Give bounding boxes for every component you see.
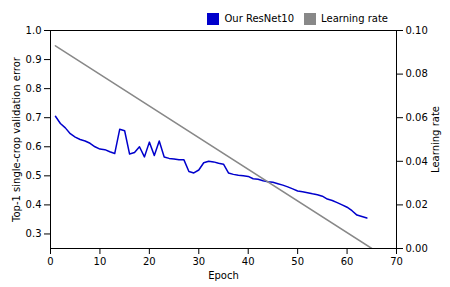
svg-text:50: 50: [291, 256, 304, 267]
svg-text:0.9: 0.9: [26, 54, 42, 65]
svg-text:0.10: 0.10: [406, 25, 428, 36]
svg-text:Epoch: Epoch: [208, 270, 239, 281]
svg-text:20: 20: [143, 256, 156, 267]
svg-text:0.02: 0.02: [406, 199, 428, 210]
svg-text:0.5: 0.5: [26, 170, 42, 181]
svg-text:0.7: 0.7: [26, 112, 42, 123]
svg-text:10: 10: [94, 256, 107, 267]
svg-text:40: 40: [242, 256, 255, 267]
svg-text:Learning rate: Learning rate: [430, 106, 441, 173]
html-text:Our ResNet10: Our ResNet10: [224, 13, 295, 24]
svg-text:0.4: 0.4: [26, 199, 42, 210]
svg-text:1.0: 1.0: [26, 25, 42, 36]
svg-text:70: 70: [390, 256, 403, 267]
svg-text:0.6: 0.6: [26, 141, 42, 152]
svg-text:0.04: 0.04: [406, 156, 428, 167]
svg-text:Top-1 single-crop validation e: Top-1 single-crop validation error: [11, 56, 22, 223]
svg-text:0.08: 0.08: [406, 68, 428, 79]
svg-text:0: 0: [47, 256, 53, 267]
svg-text:0.00: 0.00: [406, 243, 428, 254]
svg-text:60: 60: [341, 256, 354, 267]
svg-text:0.3: 0.3: [26, 228, 42, 239]
svg-text:30: 30: [192, 256, 205, 267]
html-text:Learning rate: Learning rate: [321, 13, 388, 24]
svg-text:0.06: 0.06: [406, 112, 428, 123]
svg-text:0.8: 0.8: [26, 83, 42, 94]
